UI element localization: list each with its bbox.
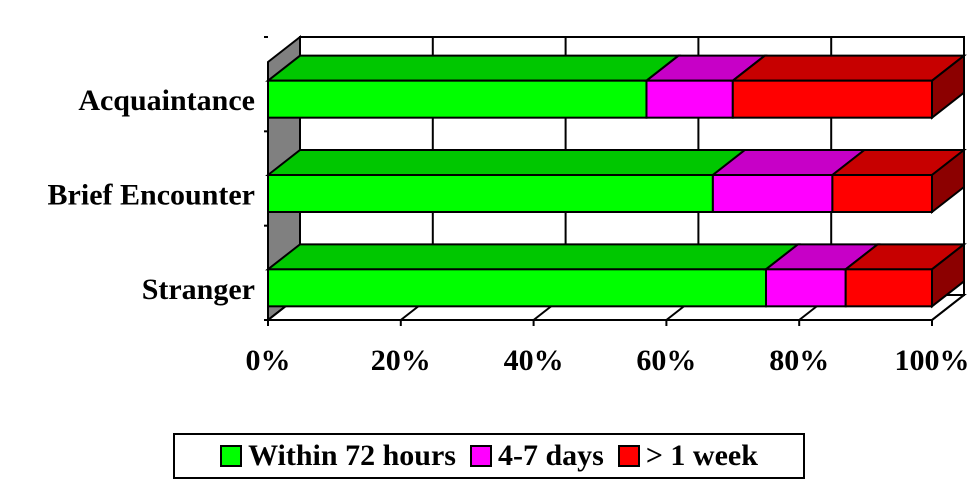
bar-acquaintance-within-72-hours [267, 79, 648, 119]
x-tick-label: 20% [371, 344, 431, 377]
bar-stranger-4-7-days [765, 268, 847, 308]
bar-acquaintance-1-week-top [729, 54, 967, 82]
floor-gridline [931, 294, 965, 321]
legend-swatch-4-7-days [469, 445, 492, 467]
bar-stranger-within-72-hours-top [265, 243, 801, 271]
legend-label-4-7-days: 4-7 days [497, 439, 604, 472]
legend-swatch-over-1-week [617, 445, 640, 467]
bar-stranger-1-week-side [931, 242, 965, 309]
x-tick-label: 100% [895, 344, 970, 377]
bars [265, 53, 967, 309]
x-tick-labels: 0% 20% 40% 60% 80% 100% [246, 344, 970, 377]
x-tick-label: 0% [246, 344, 291, 377]
bar-brief-encounter-4-7-days [711, 174, 834, 213]
legend: Within 72 hours 4-7 days > 1 week [173, 433, 805, 479]
bar-brief-encounter-1-week [831, 174, 934, 213]
bar-brief-encounter-within-72-hours [267, 174, 714, 213]
bar-brief-encounter-1-week-side [931, 147, 965, 215]
bar-acquaintance-1-week [731, 79, 933, 119]
legend-item-within-72-hours: Within 72 hours [220, 439, 456, 473]
legend-item-over-1-week: > 1 week [617, 439, 758, 473]
bar-acquaintance-4-7-days [645, 79, 734, 119]
bar-acquaintance-within-72-hours-top [265, 54, 682, 82]
bar-stranger-within-72-hours [267, 268, 767, 308]
bar-brief-encounter-within-72-hours-top [265, 149, 748, 176]
x-tick-label: 40% [504, 344, 564, 377]
x-tick-label: 60% [636, 344, 696, 377]
legend-swatch-within-72-hours [220, 445, 243, 467]
legend-item-4-7-days: 4-7 days [469, 439, 604, 473]
x-tick-label: 80% [769, 344, 829, 377]
bar-acquaintance-1-week-side [931, 53, 965, 120]
bar-stranger-1-week [844, 268, 933, 308]
category-labels: Acquaintance Brief Encounter Stranger [48, 84, 255, 306]
legend-label-over-1-week: > 1 week [645, 439, 758, 472]
category-label-stranger: Stranger [142, 273, 255, 306]
category-label-brief-encounter: Brief Encounter [48, 179, 255, 212]
legend-label-within-72-hours: Within 72 hours [248, 439, 456, 472]
category-label-acquaintance: Acquaintance [78, 84, 255, 117]
stacked-bar-chart: Acquaintance Brief Encounter Stranger 0% 20… [48, 34, 970, 377]
